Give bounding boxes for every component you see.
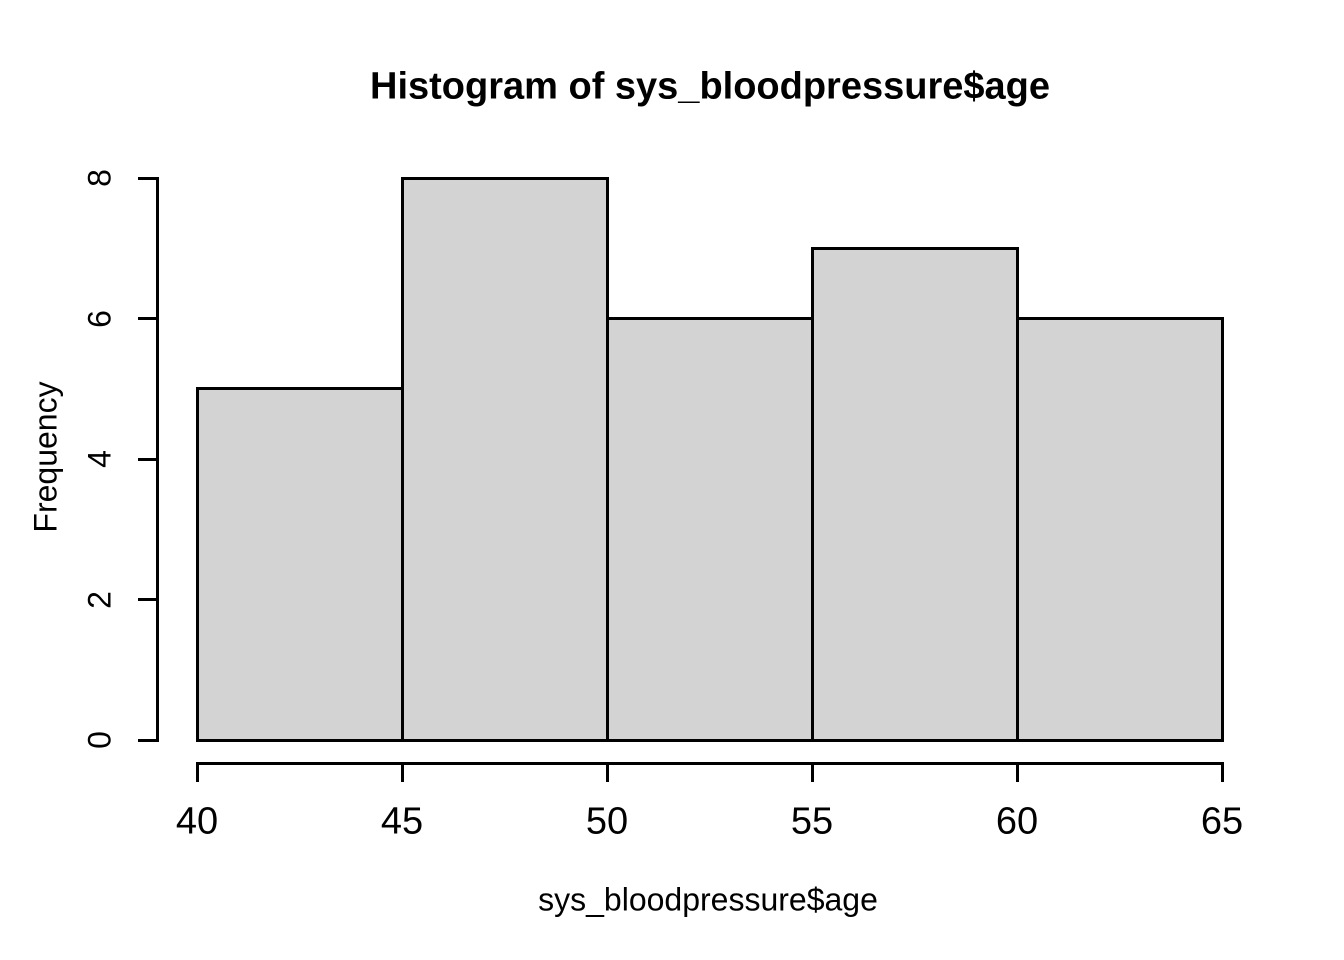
x-axis-tick	[195, 763, 199, 782]
x-axis-tick	[605, 763, 609, 782]
y-axis-tick	[138, 176, 157, 180]
x-axis-line	[195, 761, 1224, 765]
y-tick-label: 4	[81, 450, 118, 468]
x-axis-tick	[1220, 763, 1224, 782]
x-tick-label: 45	[380, 800, 424, 843]
x-tick-label: 60	[995, 800, 1039, 843]
y-tick-label: 8	[81, 169, 118, 187]
y-axis-tick	[138, 457, 157, 461]
y-tick-label: 6	[81, 309, 118, 328]
histogram-bar	[605, 317, 814, 742]
y-tick-label: 2	[81, 590, 118, 609]
histogram-bar	[1015, 317, 1224, 742]
x-tick-label: 55	[790, 800, 834, 843]
x-axis-tick	[810, 763, 814, 782]
histogram-bar	[400, 176, 609, 742]
y-axis-tick	[138, 738, 157, 742]
y-axis-title: Frequency	[27, 381, 64, 533]
y-tick-label: 0	[81, 731, 118, 749]
x-axis-tick	[400, 763, 404, 782]
x-axis-title: sys_bloodpressure$age	[538, 881, 878, 918]
x-tick-label: 50	[585, 800, 629, 843]
y-axis-tick	[138, 598, 157, 601]
x-tick-label: 65	[1200, 800, 1244, 843]
x-axis-tick	[1015, 763, 1019, 782]
y-axis-line	[155, 176, 159, 742]
histogram-bar	[810, 246, 1019, 742]
y-axis-tick	[138, 317, 157, 320]
histogram-bar	[195, 387, 404, 742]
chart-title: Histogram of sys_bloodpressure$age	[370, 65, 1050, 108]
x-tick-label: 40	[175, 800, 219, 843]
